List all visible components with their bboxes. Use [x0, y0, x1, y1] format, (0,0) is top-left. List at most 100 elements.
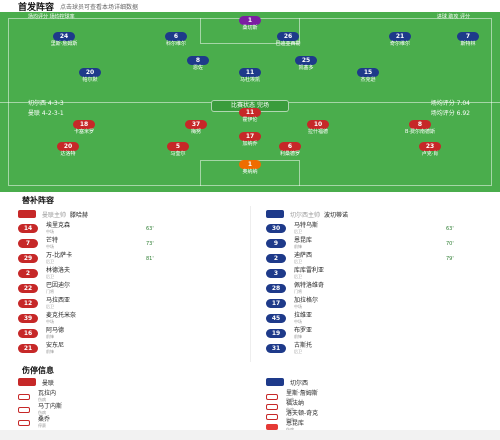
away-sub-row[interactable]: 3 库库雷利亚 后卫 — [266, 267, 486, 280]
home-sub-row[interactable]: 29 万-比萨卡 后卫 81' — [18, 252, 238, 265]
player-name: B·费尔南德斯 — [404, 129, 436, 135]
away-coach[interactable]: 切尔西主帅 波切蒂诺 — [266, 208, 348, 220]
sub-info: 埃里克森 中场 — [46, 222, 70, 235]
home-player-9[interactable]: 17 加纳乔 — [222, 132, 278, 150]
home-coach-label: 曼联主帅 — [42, 211, 67, 219]
home-injury-row[interactable]: 马丁内斯 伤病 — [18, 403, 62, 416]
home-sub-row[interactable]: 14 埃里克森 中场 63' — [18, 222, 238, 235]
away-sub-row[interactable]: 2 迪萨西 后卫 79' — [266, 252, 486, 265]
player-name: 科尔维尔 — [165, 41, 186, 47]
away-sub-row[interactable]: 30 马特乌斯 后卫 63' — [266, 222, 486, 235]
injury-home-team: 曼联 — [18, 376, 54, 388]
injury-info: 洛夫顿-奇克 伤病 — [286, 410, 318, 423]
home-player-7[interactable]: 10 拉什福德 — [290, 120, 346, 138]
sub-info: 林德洛夫 后卫 — [46, 266, 71, 280]
player-number: 1 — [239, 16, 261, 25]
player-name: 里斯·詹姆斯 — [50, 41, 78, 47]
injury-icon — [18, 419, 30, 426]
sub-number: 2 — [266, 254, 286, 263]
injury-player-name: 福法纳 — [286, 399, 305, 407]
away-player-5[interactable]: 8 恩佐 — [170, 56, 226, 74]
home-sub-row[interactable]: 7 芒特 中场 73' — [18, 237, 238, 250]
injury-info: 马丁内斯 伤病 — [38, 402, 63, 416]
player-number: 23 — [419, 142, 441, 151]
away-sub-row[interactable]: 17 加拉格尔 中场 — [266, 297, 486, 310]
injury-note: 伤病 — [38, 396, 46, 402]
sub-number: 16 — [18, 329, 38, 338]
home-player-10[interactable]: 11 霍伊伦 — [222, 108, 278, 126]
injury-note: 伤病 — [286, 416, 294, 422]
player-name: 凯塞多 — [298, 65, 314, 71]
away-sub-row[interactable]: 28 佩特洛维奇 门将 — [266, 282, 486, 295]
sub-position: 后卫 — [294, 228, 302, 234]
home-sub-row[interactable]: 21 安东尼 前锋 — [18, 342, 238, 355]
home-sub-row[interactable]: 2 林德洛夫 后卫 — [18, 267, 238, 280]
sub-info: 安东尼 前锋 — [46, 342, 64, 355]
home-player-1[interactable]: 20 达洛特 — [40, 142, 96, 160]
home-player-5[interactable]: 18 卡塞米罗 — [56, 120, 112, 138]
sub-name: 巴因迪尔 — [46, 281, 71, 289]
away-injury-row[interactable]: 福法纳 伤病 — [266, 400, 304, 413]
home-coach[interactable]: 曼联主帅 滕哈赫 — [18, 208, 88, 220]
home-sub-row[interactable]: 39 麦克托米奈 中场 — [18, 312, 238, 325]
away-player-8[interactable]: 11 马杜埃凯 — [222, 68, 278, 86]
away-player-6[interactable]: 25 凯塞多 — [278, 56, 334, 74]
injury-icon — [18, 393, 30, 400]
sub-name: 库库雷利亚 — [294, 266, 325, 274]
injury-info: 里斯·詹姆斯 伤病 — [286, 389, 318, 403]
away-player-4[interactable]: 21 奇尔维尔 — [372, 32, 428, 50]
player-name: 斯特林 — [460, 41, 476, 47]
player-name: 巴迪亚西勒 — [275, 41, 301, 47]
injury-info: 福法纳 伤病 — [286, 399, 305, 413]
sub-position: 前锋 — [294, 333, 302, 339]
sub-name: 迪萨西 — [294, 251, 313, 259]
away-sub-row[interactable]: 31 古斯托 后卫 — [266, 342, 486, 355]
away-player-0[interactable]: 1 桑切斯 — [222, 16, 278, 34]
away-injury-row[interactable]: 洛夫顿-奇克 伤病 — [266, 410, 318, 423]
injury-away-team: 切尔西 — [266, 376, 308, 388]
away-sub-row[interactable]: 9 恩昆库 前锋 70' — [266, 237, 486, 250]
injury-home-label: 曼联 — [42, 379, 55, 387]
home-player-3[interactable]: 6 利桑德罗 — [262, 142, 318, 160]
home-player-6[interactable]: 37 梅努 — [168, 120, 224, 138]
sub-info: 库库雷利亚 后卫 — [294, 266, 325, 280]
away-player-7[interactable]: 20 帕尔默 — [62, 68, 118, 86]
sub-position: 门将 — [294, 288, 302, 294]
home-player-0[interactable]: 1 奥纳纳 — [222, 160, 278, 178]
home-coach-name: 滕哈赫 — [70, 211, 89, 219]
sub-number: 2 — [18, 269, 38, 278]
sub-position: 中场 — [46, 228, 54, 234]
home-sub-row[interactable]: 16 阿马德 前锋 — [18, 327, 238, 340]
player-number: 5 — [167, 142, 189, 151]
injury-player-name: 里斯·詹姆斯 — [286, 389, 318, 397]
away-injury-row[interactable]: 恩昆库 伤病 — [266, 420, 304, 433]
away-injury-row[interactable]: 里斯·詹姆斯 伤病 — [266, 390, 318, 403]
away-player-3[interactable]: 26 巴迪亚西勒 — [260, 32, 316, 50]
home-sub-row[interactable]: 12 马拉西亚 后卫 — [18, 297, 238, 310]
sub-position: 中场 — [46, 243, 54, 249]
home-injury-row[interactable]: 桑乔 停赛 — [18, 416, 50, 429]
home-player-2[interactable]: 5 马奎尔 — [150, 142, 206, 160]
sub-number: 45 — [266, 314, 286, 323]
away-player-10[interactable]: 7 斯特林 — [440, 32, 496, 50]
home-player-4[interactable]: 23 卢克·肖 — [402, 142, 458, 160]
home-injury-row[interactable]: 瓦拉内 伤病 — [18, 390, 56, 403]
player-number: 17 — [239, 132, 261, 141]
sub-name: 林德洛夫 — [46, 266, 71, 274]
sub-info: 麦克托米奈 中场 — [46, 312, 76, 325]
injury-player-name: 马丁内斯 — [38, 402, 63, 410]
away-player-1[interactable]: 24 里斯·詹姆斯 — [36, 32, 92, 50]
sub-name: 加拉格尔 — [294, 296, 319, 304]
injury-player-name: 桑乔 — [38, 415, 51, 423]
away-sub-row[interactable]: 19 布罗亚 前锋 — [266, 327, 486, 340]
away-player-9[interactable]: 15 杰克逊 — [340, 68, 396, 86]
away-sub-row[interactable]: 45 拉维亚 中场 — [266, 312, 486, 325]
sub-event-time: 70' — [446, 240, 454, 247]
player-number: 21 — [389, 32, 411, 41]
away-player-2[interactable]: 6 科尔维尔 — [148, 32, 204, 50]
sub-number: 31 — [266, 344, 286, 353]
home-player-8[interactable]: 8 B·费尔南德斯 — [392, 120, 448, 138]
away-team-badge-icon — [266, 210, 284, 218]
home-sub-row[interactable]: 22 巴因迪尔 门将 — [18, 282, 238, 295]
player-name: 杰克逊 — [360, 77, 376, 83]
